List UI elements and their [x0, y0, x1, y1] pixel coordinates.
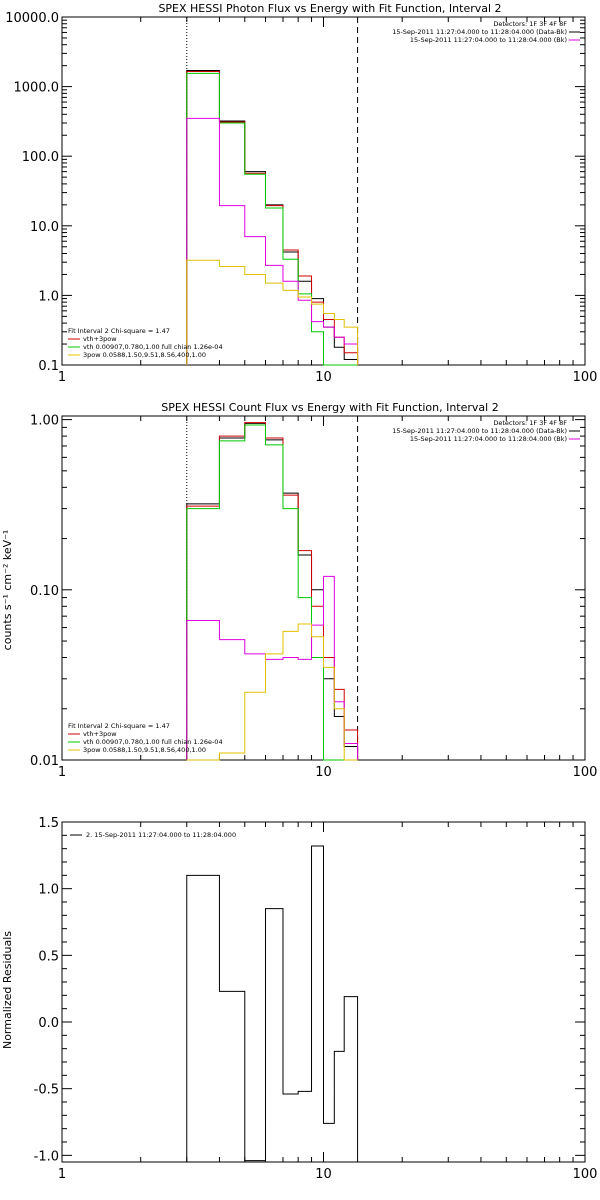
count-flux-ylabel: counts s⁻¹ cm⁻² keV⁻¹	[1, 530, 14, 651]
x-tick-label: 100	[573, 765, 598, 780]
y-tick-label: 1000.0	[14, 81, 60, 96]
series-line-3	[186, 575, 359, 760]
legend-tr-entry: 15-Sep-2011 11:27:04.000 to 11:28:04.000…	[410, 435, 567, 443]
residuals-series	[186, 845, 359, 1162]
x-tick-label: 1	[58, 1167, 66, 1182]
count-flux-title: SPEX HESSI Count Flux vs Energy with Fit…	[161, 401, 498, 414]
residuals-ylabel: Normalized Residuals	[1, 931, 14, 1049]
series-line-4	[186, 259, 359, 365]
y-tick-label: 10000.0	[5, 11, 59, 26]
photon-flux-legend-bottom-left: Fit Interval 2 Chi-square = 1.47vth+3pow…	[68, 327, 223, 359]
y-tick-label: 0.10	[30, 584, 59, 599]
x-tick-label: 100	[573, 1167, 598, 1182]
legend-bl-header: Fit Interval 2 Chi-square = 1.47	[68, 722, 170, 730]
count-flux-panel: SPEX HESSI Count Flux vs Energy with Fit…	[1, 401, 597, 780]
y-tick-label: 0.5	[38, 949, 59, 964]
residuals-axes: 1 10 100 -1.0 -0.5 0.0 0.5 1.0 1.5	[34, 816, 598, 1182]
x-tick-label: 10	[315, 1167, 332, 1182]
legend-bl-header: Fit Interval 2 Chi-square = 1.47	[68, 327, 170, 335]
y-tick-label: 1.0	[38, 289, 59, 304]
legend-bl-entry: vth+3pow	[83, 335, 117, 343]
legend-tr-entry: 15-Sep-2011 11:27:04.000 to 11:28:04.000…	[392, 28, 567, 36]
x-tick-label: 10	[315, 370, 332, 385]
y-tick-label: 1.00	[30, 414, 59, 429]
legend-tr-entry: Detectors: 1F 3F 4F 8F	[493, 419, 567, 427]
series-line-4	[186, 623, 358, 761]
x-tick-label: 10	[315, 765, 332, 780]
y-tick-label: 0.0	[38, 1016, 59, 1031]
series-line-0	[186, 845, 359, 1162]
x-tick-label: 100	[573, 370, 598, 385]
legend-tr-entry: 15-Sep-2011 11:27:04.000 to 11:28:04.000…	[392, 427, 567, 435]
y-tick-label: -1.0	[34, 1149, 59, 1164]
x-tick-label: 1	[58, 765, 66, 780]
legend-tr-entry: Detectors: 1F 3F 4F 8F	[493, 20, 567, 28]
count-flux-legend-bottom-left: Fit Interval 2 Chi-square = 1.47vth+3pow…	[68, 722, 223, 754]
y-tick-label: 1.0	[38, 883, 59, 898]
legend-bl-entry: vth+3pow	[83, 730, 117, 738]
photon-flux-panel: SPEX HESSI Photon Flux vs Energy with Fi…	[5, 2, 597, 385]
residuals-legend: 2. 15-Sep-2011 11:27:04.000 to 11:28:04.…	[70, 831, 236, 839]
y-tick-label: 0.01	[30, 754, 59, 769]
y-tick-label: -0.5	[34, 1083, 59, 1098]
y-tick-label: 100.0	[22, 150, 59, 165]
photon-flux-title: SPEX HESSI Photon Flux vs Energy with Fi…	[158, 2, 501, 15]
photon-flux-axes: 1 10 100 0.1 1.0 10.0 100.0 1000.0 10000.0	[5, 11, 597, 385]
x-tick-label: 1	[58, 370, 66, 385]
count-flux-series	[186, 422, 359, 761]
y-tick-label: 1.5	[38, 816, 59, 831]
legend-tr-entry: 15-Sep-2011 11:27:04.000 to 11:28:04.000…	[410, 36, 567, 44]
legend-bl-entry: 3pow 0.0588,1.50,9.51,8.56,400,1.00	[83, 351, 206, 359]
legend-tl-entry: 2. 15-Sep-2011 11:27:04.000 to 11:28:04.…	[86, 831, 236, 839]
legend-bl-entry: 3pow 0.0588,1.50,9.51,8.56,400,1.00	[83, 746, 206, 754]
y-tick-label: 0.1	[38, 359, 59, 374]
legend-bl-entry: vth 0.00907,0.780,1.00 full chian 1.26e-…	[83, 738, 223, 746]
series-line-2	[186, 424, 358, 761]
legend-bl-entry: vth 0.00907,0.780,1.00 full chian 1.26e-…	[83, 343, 223, 351]
y-tick-label: 10.0	[30, 220, 59, 235]
residuals-panel: Normalized Residuals 1 10 100 -1.0 -0.5 0.0 0.…	[1, 816, 597, 1182]
photon-flux-series	[186, 70, 359, 366]
